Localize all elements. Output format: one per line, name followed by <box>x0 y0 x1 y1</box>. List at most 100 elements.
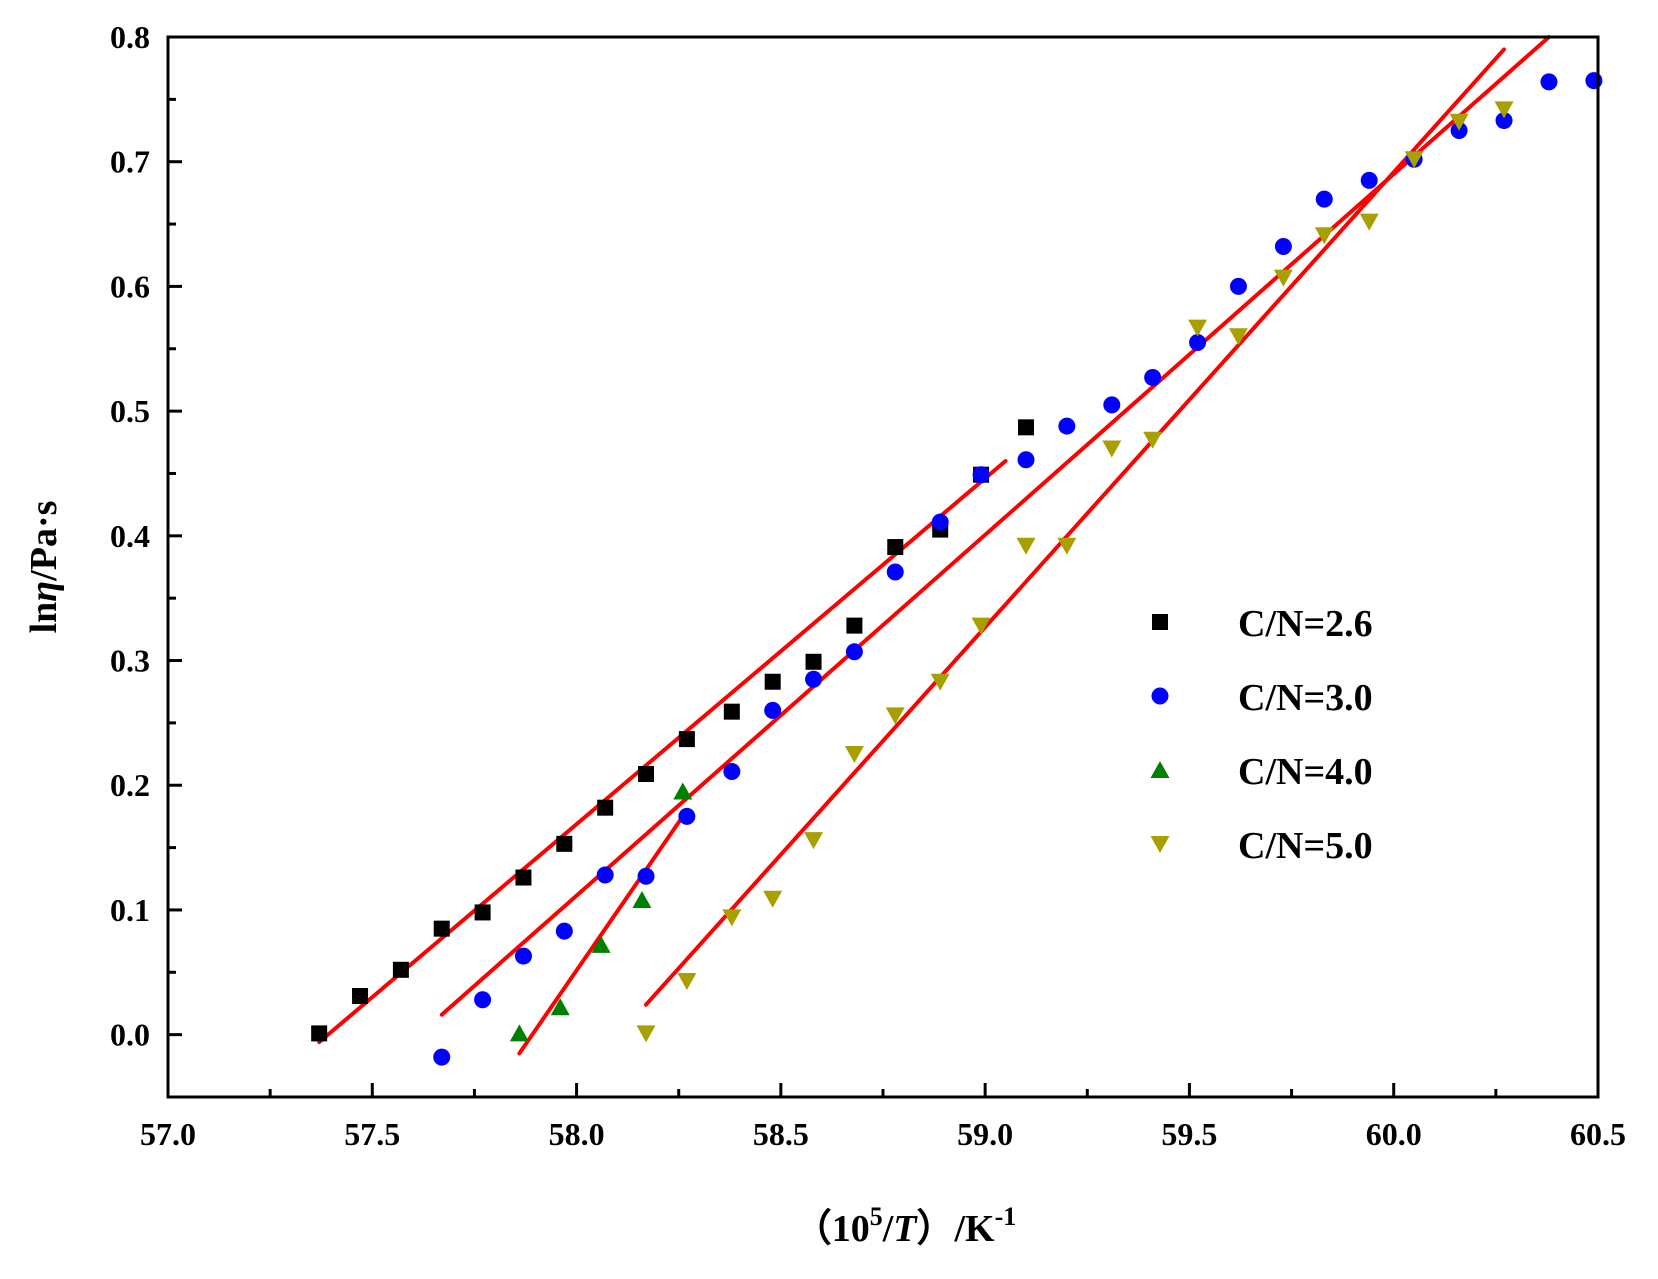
data-point <box>1016 537 1036 555</box>
x-tick-label: 57.5 <box>344 1116 400 1152</box>
data-point <box>636 1025 656 1043</box>
data-point <box>887 539 904 556</box>
legend-label: C/N=4.0 <box>1238 751 1373 793</box>
x-tick-label: 58.0 <box>549 1116 605 1152</box>
data-point <box>433 1048 451 1066</box>
data-point <box>972 466 990 484</box>
y-tick-label: 0.3 <box>110 643 150 679</box>
data-point <box>930 673 950 691</box>
series-4 <box>636 101 1514 1043</box>
y-tick-label: 0.2 <box>110 767 150 803</box>
x-tick-label: 59.5 <box>1161 1116 1217 1152</box>
data-point <box>638 766 655 783</box>
y-tick-label: 0.0 <box>110 1017 150 1053</box>
legend-item: C/N=3.0 <box>1151 677 1373 719</box>
fit-line <box>317 459 1008 1045</box>
data-point <box>514 947 532 965</box>
legend-marker <box>1152 614 1168 630</box>
data-point <box>1360 171 1378 189</box>
data-point <box>311 1025 328 1042</box>
series-2 <box>433 72 1603 1066</box>
data-point <box>764 673 781 690</box>
data-point <box>678 731 695 748</box>
data-point <box>474 904 491 921</box>
data-point <box>845 643 863 661</box>
data-point <box>1585 72 1603 90</box>
data-point <box>1229 277 1247 295</box>
legend-label: C/N=3.0 <box>1238 677 1373 719</box>
data-point <box>1017 451 1035 469</box>
fit-line <box>439 35 1551 1017</box>
data-point <box>763 890 783 908</box>
data-point <box>1494 101 1514 119</box>
legend-marker <box>1150 761 1170 778</box>
data-point <box>392 961 409 978</box>
data-point <box>433 920 450 937</box>
fit-line <box>644 47 1507 1007</box>
data-point <box>596 866 614 884</box>
legend-item: C/N=5.0 <box>1150 825 1373 867</box>
data-point <box>1058 417 1076 435</box>
data-point <box>1057 537 1077 555</box>
data-point <box>1144 368 1162 386</box>
y-tick-label: 0.1 <box>110 892 150 928</box>
data-point <box>1102 440 1122 458</box>
data-point <box>723 763 741 781</box>
data-point <box>509 1024 529 1042</box>
data-point <box>515 869 532 886</box>
y-tick-label: 0.4 <box>110 518 150 554</box>
data-point <box>844 746 864 764</box>
data-point <box>678 807 696 825</box>
data-point <box>846 617 863 634</box>
data-point <box>352 987 369 1004</box>
data-point <box>1404 151 1424 169</box>
data-point <box>805 653 822 670</box>
data-point <box>673 782 693 800</box>
legend-marker <box>1151 687 1169 705</box>
data-point <box>1018 419 1034 436</box>
y-tick-labels: 0.0 0.1 0.2 0.3 0.4 0.5 0.6 0.7 0.8 <box>110 19 150 1053</box>
data-point <box>885 707 905 725</box>
data-point <box>971 617 991 635</box>
data-point <box>1143 431 1163 449</box>
data-point <box>805 670 823 688</box>
data-point <box>550 998 570 1016</box>
y-axis-title: lnη/Pa·s <box>23 501 65 634</box>
x-tick-label: 60.0 <box>1366 1116 1422 1152</box>
data-point <box>723 703 740 720</box>
data-point <box>637 867 655 885</box>
x-tick-label: 57.0 <box>140 1116 196 1152</box>
legend-label: C/N=5.0 <box>1238 825 1373 867</box>
data-point <box>556 835 573 852</box>
legend-item: C/N=4.0 <box>1150 751 1373 793</box>
data-point <box>1315 190 1333 208</box>
legend-item: C/N=2.6 <box>1152 603 1373 645</box>
data-point <box>474 991 492 1009</box>
data-point <box>1449 113 1469 131</box>
series-3 <box>509 782 693 1042</box>
x-tick-label: 59.0 <box>957 1116 1013 1152</box>
legend: C/N=2.6 C/N=3.0 C/N=4.0 C/N=5.0 <box>1150 603 1373 867</box>
x-tick-label: 60.5 <box>1570 1116 1626 1152</box>
data-point <box>1103 396 1121 414</box>
x-tick-labels: 57.0 57.5 58.0 58.5 59.0 59.5 60.0 60.5 <box>140 1116 1626 1152</box>
data-point <box>764 701 782 719</box>
data-point <box>632 890 652 908</box>
data-point <box>1314 227 1334 245</box>
data-point <box>1359 213 1379 231</box>
data-points <box>311 72 1603 1066</box>
legend-label: C/N=2.6 <box>1238 603 1373 645</box>
data-point <box>886 563 904 581</box>
data-point <box>722 909 742 927</box>
data-point <box>1228 328 1248 346</box>
data-point <box>1189 334 1207 352</box>
data-point <box>1274 238 1292 256</box>
y-tick-label: 0.5 <box>110 393 150 429</box>
fit-lines <box>317 35 1551 1056</box>
data-point <box>1188 319 1208 337</box>
data-point <box>555 922 573 940</box>
data-point <box>931 513 949 531</box>
data-point <box>677 973 697 991</box>
data-point <box>597 799 614 816</box>
